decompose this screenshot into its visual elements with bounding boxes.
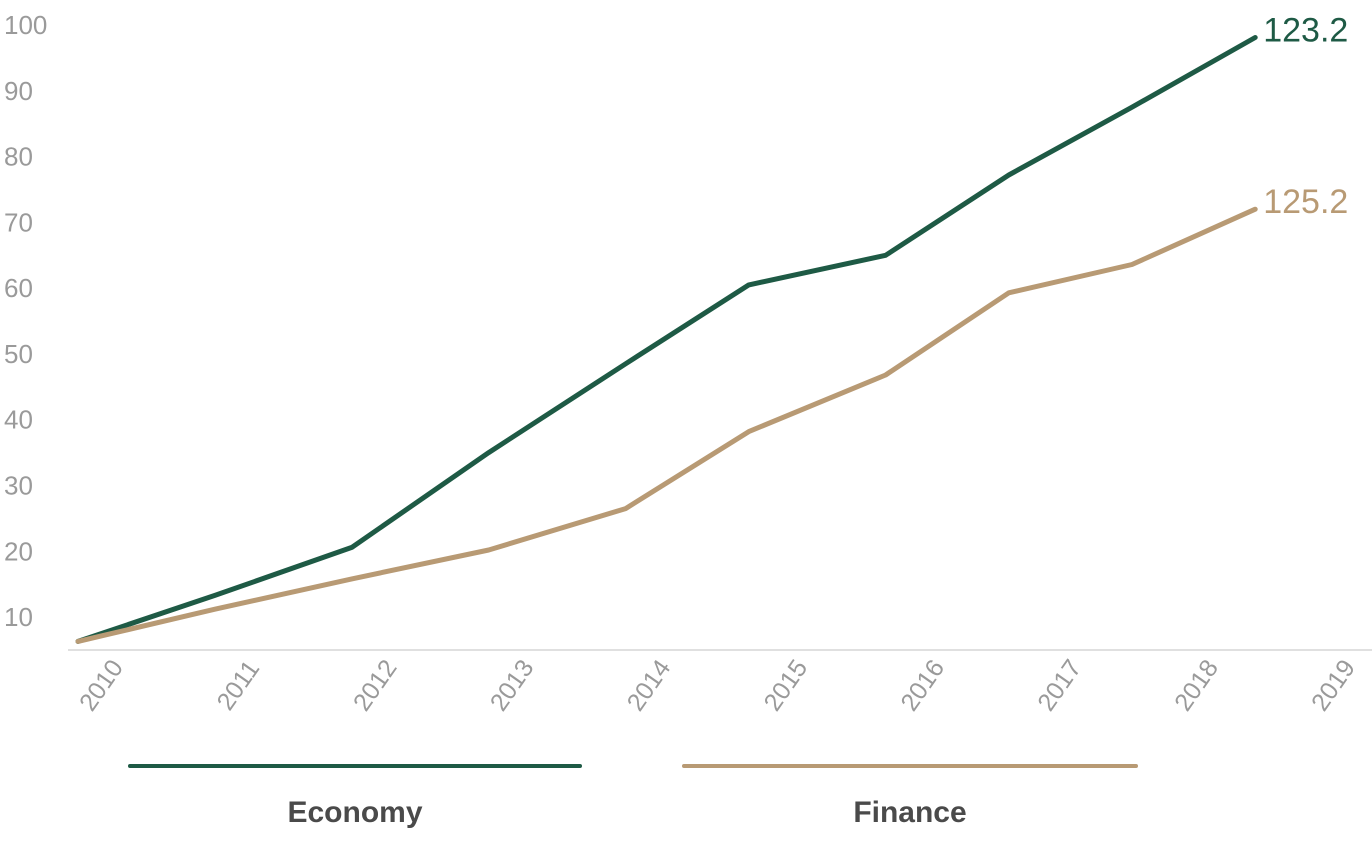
y-tick-label: 90: [4, 76, 33, 106]
y-tick-label: 30: [4, 471, 33, 501]
y-tick-label: 70: [4, 207, 33, 237]
series-lines: [75, 35, 1258, 644]
y-tick-label: 20: [4, 536, 33, 566]
end-label-finance: 125.2: [1263, 183, 1348, 221]
y-tick-label: 100: [4, 10, 47, 40]
legend-label-finance: Finance: [853, 796, 966, 829]
x-tick-label: 2014: [622, 655, 677, 717]
x-tick-label: 2016: [895, 655, 950, 717]
x-tick-label: 2019: [1306, 655, 1361, 717]
y-tick-label: 40: [4, 405, 33, 435]
end-label-economy: 123.2: [1263, 12, 1348, 50]
x-tick-label: 2015: [758, 655, 813, 717]
x-tick-label: 2012: [348, 655, 403, 717]
y-tick-label: 50: [4, 339, 33, 369]
y-axis-ticks: 10 20 30 40 50 60 70 80 90 100: [4, 10, 47, 632]
x-axis-ticks: 2010 2011 2012 2013 2014 2015 2016 2017 2018 2019: [74, 655, 1361, 717]
x-tick-label: 2011: [211, 655, 265, 715]
x-tick-label: 2013: [485, 655, 540, 717]
x-tick-label: 2018: [1169, 655, 1224, 717]
end-labels: 123.2 125.2: [1263, 12, 1348, 222]
y-tick-label: 60: [4, 273, 33, 303]
legend-label-economy: Economy: [287, 796, 422, 829]
y-tick-label: 80: [4, 142, 33, 172]
series-line-finance: [75, 206, 1258, 644]
x-tick-label: 2017: [1032, 655, 1087, 717]
y-tick-label: 10: [4, 602, 33, 632]
series-line-economy: [75, 35, 1258, 644]
legend: Economy Finance: [128, 764, 1138, 829]
x-tick-label: 2010: [74, 655, 129, 717]
